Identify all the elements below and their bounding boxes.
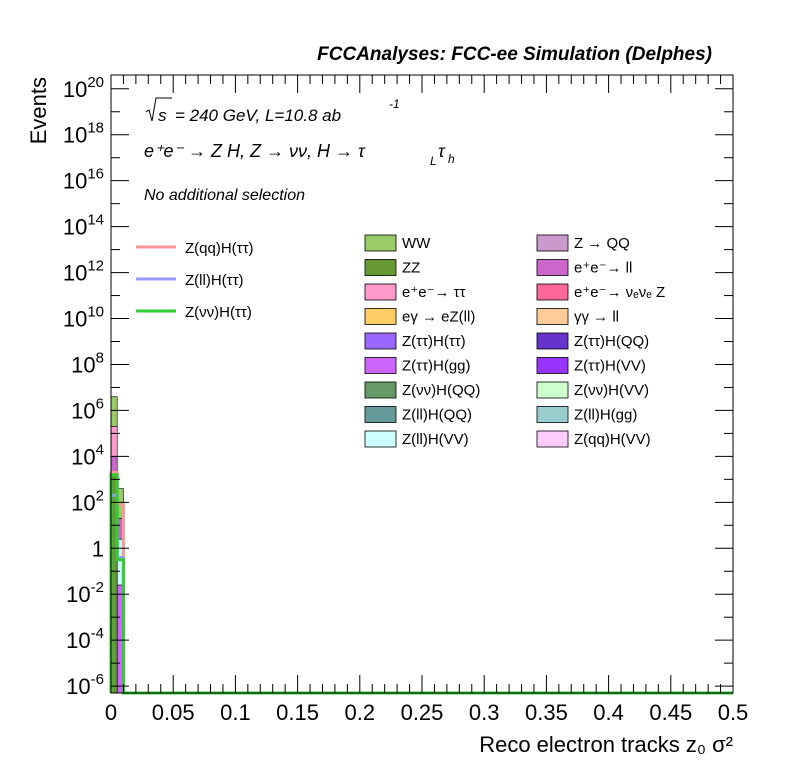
legend-label-z-qq-h-vv: Z(qq)H(VV)	[574, 431, 651, 448]
legend-label-e-e-ll: e⁺e⁻→ ll	[574, 260, 632, 277]
x-axis-ticks: 0 0.05 0.1 0.15 0.2 0.25 0.3 0.35 0.4 0.45 0.5	[105, 75, 748, 725]
x-tick-label: 0.45	[649, 700, 692, 725]
legend-swatch-zz	[364, 259, 397, 276]
plot-title: FCCAnalyses: FCC-ee Simulation (Delphes)	[317, 44, 712, 65]
legend-label-z-h-vv: Z(νν)H(VV)	[574, 382, 649, 399]
selection-note: No additional selection	[144, 187, 305, 204]
legend-label-ww: WW	[402, 235, 431, 252]
y-tick-label: 10-2	[66, 579, 104, 607]
x-tick-label: 0.3	[469, 700, 500, 725]
process-text: e⁺e⁻ → Z H, Z → νν, H → τ	[144, 141, 366, 161]
legend-swatch-z-ll-h-vv	[364, 430, 397, 448]
legend-swatch-ww	[364, 234, 397, 252]
background-legend: WW Z → QQ ZZ e⁺e⁻→ ll e⁺e⁻→ ττ e⁺e⁻→ νₑνₑ Z eγ…	[364, 234, 665, 448]
legend-swatch-z-h	[364, 332, 397, 350]
legend-swatch-z-qq-h-vv	[536, 430, 569, 448]
y-tick-label: 1016	[63, 166, 104, 194]
legend-swatch-z-qq	[536, 234, 569, 252]
sqrt-sign	[145, 97, 172, 122]
x-tick-label: 0.05	[152, 700, 195, 725]
legend-label-e-e-z: e⁺e⁻→ νₑνₑ Z	[574, 284, 665, 301]
y-tick-label: 1	[92, 536, 104, 561]
x-tick-label: 0.35	[525, 700, 568, 725]
legend-swatch-ll	[536, 308, 569, 325]
signal-legend: Z(qq)H(ττ) Z(ll)H(ττ) Z(νν)H(ττ)	[136, 240, 254, 321]
legend-label-z-h: Z(ττ)H(ττ)	[402, 333, 466, 350]
y-tick-label: 10-6	[66, 671, 104, 699]
y-tick-label: 1010	[63, 304, 104, 332]
legend-label-z-h-qq: Z(νν)H(QQ)	[402, 382, 480, 399]
legend-label-e-e: e⁺e⁻→ ττ	[402, 284, 466, 301]
x-tick-label: 0.25	[401, 700, 444, 725]
legend-swatch-z-h-vv	[536, 381, 569, 399]
legend-label-z-qq-h: Z(qq)H(ττ)	[185, 240, 254, 257]
legend-swatch-z-ll-h-qq	[364, 406, 397, 423]
bar-bin0-e-e	[110, 426, 118, 457]
legend-label-e-ez-ll: eγ → eZ(ll)	[402, 309, 475, 326]
energy-annotation: s = 240 GeV, L=10.8 ab -1	[145, 97, 400, 125]
process-subscript-l: L	[430, 154, 437, 168]
y-tick-label: 1014	[63, 212, 104, 240]
bar-bin0-ww	[110, 396, 118, 427]
legend-swatch-e-e-z	[536, 283, 569, 301]
process-tau-h: τ	[438, 141, 446, 161]
y-tick-label: 106	[71, 395, 104, 423]
legend-label-z-ll-h-gg: Z(ll)H(gg)	[574, 407, 637, 424]
legend-swatch-z-h-vv	[536, 357, 569, 374]
legend-swatch-z-h-qq	[536, 332, 569, 350]
y-tick-label: 10-4	[66, 625, 104, 653]
y-tick-label: 1018	[63, 120, 104, 148]
y-axis-ticks: 1020 1018 1016 1014 1012 1010 108 106 104 102 1 10-…	[63, 74, 733, 699]
legend-label-z-ll-h-vv: Z(ll)H(VV)	[402, 431, 469, 448]
legend-swatch-e-e-ll	[536, 259, 569, 276]
legend-label-z-qq: Z → QQ	[574, 235, 630, 252]
x-tick-label: 0	[105, 700, 117, 725]
legend-label-z-h-qq: Z(ττ)H(QQ)	[574, 333, 649, 350]
x-tick-label: 0.5	[718, 700, 749, 725]
x-tick-label: 0.2	[345, 700, 376, 725]
legend-swatch-z-ll-h-gg	[536, 406, 569, 423]
legend-swatch-z-h-qq	[364, 381, 397, 399]
energy-sqrt-s: s	[158, 106, 167, 125]
legend-label-z-h-vv: Z(ττ)H(VV)	[574, 358, 646, 375]
legend-label-z-h-gg: Z(ττ)H(gg)	[402, 358, 471, 375]
y-tick-label: 1012	[63, 258, 104, 286]
legend-label-z-ll-h: Z(ll)H(ττ)	[185, 272, 244, 289]
legend-label-ll: γγ → ll	[574, 309, 619, 326]
legend-label-zz: ZZ	[402, 260, 420, 277]
energy-luminosity: = 240 GeV, L=10.8 ab	[175, 106, 341, 125]
x-tick-label: 0.1	[220, 700, 251, 725]
y-tick-label: 108	[71, 349, 104, 377]
legend-label-z-ll-h-qq: Z(ll)H(QQ)	[402, 407, 472, 424]
x-tick-label: 0.15	[276, 700, 319, 725]
legend-label-z-h: Z(νν)H(ττ)	[185, 304, 252, 321]
legend-swatch-e-e	[364, 283, 397, 301]
x-axis-label: Reco electron tracks z₀ σ²	[479, 732, 733, 757]
x-tick-label: 0.4	[593, 700, 624, 725]
y-axis-label: Events	[26, 77, 51, 144]
luminosity-exponent: -1	[389, 97, 400, 111]
process-annotation: e⁺e⁻ → Z H, Z → νν, H → τ L τ h	[144, 141, 455, 168]
y-tick-label: 1020	[63, 74, 104, 102]
y-tick-label: 104	[71, 441, 104, 469]
y-tick-label: 102	[71, 487, 104, 515]
legend-swatch-e-ez-ll	[364, 308, 397, 325]
bar-bin0-e-e-ll	[110, 456, 118, 473]
legend-swatch-z-h-gg	[364, 357, 397, 374]
process-subscript-h: h	[448, 152, 455, 166]
